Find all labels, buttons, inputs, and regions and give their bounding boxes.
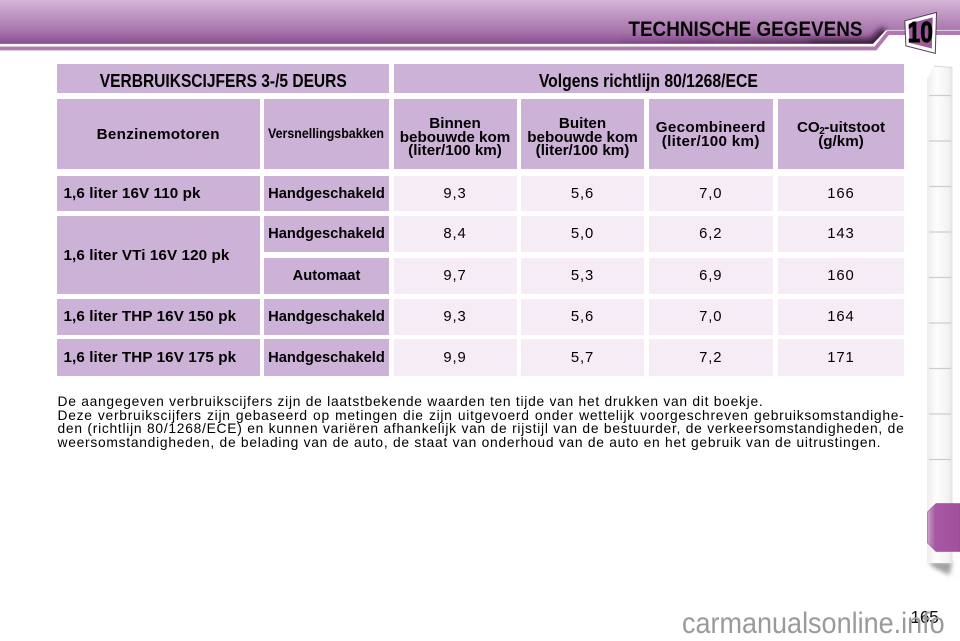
svg-text:TECHNISCHE GEGEVENS: TECHNISCHE GEGEVENS (628, 18, 862, 41)
svg-text:10: 10 (908, 15, 933, 48)
